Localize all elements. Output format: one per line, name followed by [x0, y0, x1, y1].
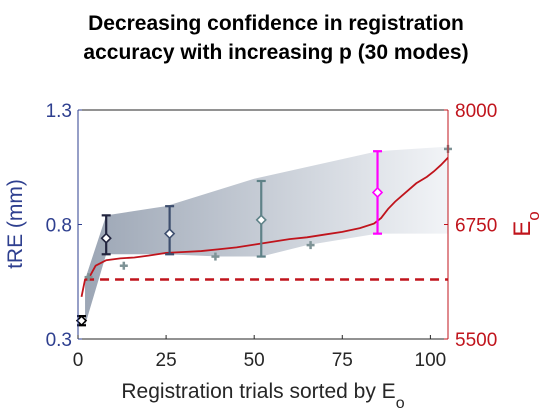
y-left-ticks: 0.3 0.8 1.3: [46, 101, 82, 351]
x-tick-label-0: 0: [73, 350, 84, 371]
marker-point-1: [84, 273, 93, 282]
x-axis-label-main: Registration trials sorted by E: [121, 380, 395, 403]
x-ticks: 0 25 50 75 100: [73, 335, 447, 371]
error-point-4: [371, 150, 384, 235]
error-point-0: [75, 315, 88, 327]
y-left-tick-label-0: 0.3: [46, 330, 72, 351]
marker-point-4: [306, 241, 315, 250]
x-tick-label-1: 25: [156, 350, 177, 371]
error-point-2: [163, 205, 176, 256]
marker-point-2: [119, 261, 128, 270]
x-tick-label-3: 75: [332, 350, 353, 371]
marker-point-3: [211, 252, 220, 261]
x-axis-label: Registration trials sorted by Eo: [121, 380, 404, 412]
chart-title-line-1: Decreasing confidence in registration: [88, 12, 464, 35]
y-right-axis-label-subscript: o: [524, 211, 543, 220]
x-axis-label-subscript: o: [396, 395, 405, 412]
chart-title-line-2: accuracy with increasing p (30 modes): [83, 41, 468, 64]
y-right-axis-label-main: E: [509, 221, 536, 237]
error-point-1: [100, 214, 112, 256]
y-right-tick-label-2: 8000: [455, 101, 497, 122]
x-tick-label-2: 50: [244, 350, 265, 371]
eo-curve: [80, 157, 449, 298]
y-right-tick-label-0: 5500: [455, 330, 497, 351]
y-left-axis-label: tRE (mm): [4, 179, 27, 269]
y-right-ticks: 5500 6750 8000: [444, 101, 497, 351]
error-bars: [75, 150, 384, 327]
error-point-3: [255, 179, 267, 258]
band-area: [85, 146, 449, 326]
y-right-axis-label: Eo: [509, 211, 543, 236]
x-tick-label-4: 100: [415, 350, 447, 371]
y-left-tick-label-1: 0.8: [46, 216, 72, 237]
eo-curve-line: [80, 157, 449, 298]
y-right-tick-label-1: 6750: [455, 216, 497, 237]
confidence-band: [85, 146, 449, 326]
y-left-tick-label-2: 1.3: [46, 101, 72, 122]
